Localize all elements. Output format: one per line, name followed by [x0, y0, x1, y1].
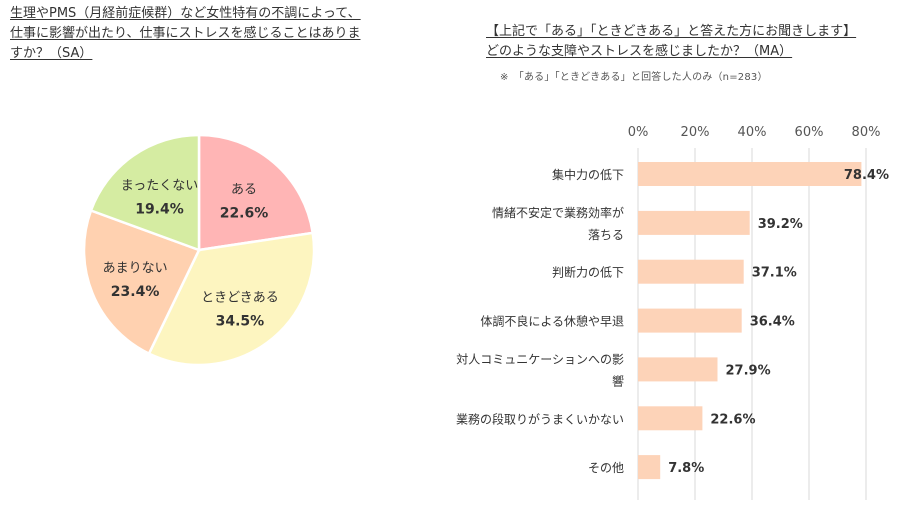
right-question-line1: 【上記で「ある」「ときどきある」と答えた方にお聞きします】: [486, 24, 857, 39]
bar-3: [638, 259, 744, 284]
category-label: 判断力の低下: [552, 265, 624, 280]
bar-4: [638, 308, 742, 333]
bar-value-label: 27.9%: [726, 363, 771, 378]
pie-slice-4: [89, 133, 201, 252]
bar-6: [638, 406, 703, 431]
bar-5: [638, 357, 718, 382]
pie-slice-value: 22.6%: [220, 206, 269, 222]
bar-value-label: 37.1%: [752, 266, 797, 281]
bar-value-label: 22.6%: [710, 412, 755, 427]
pie-slice-value: 23.4%: [111, 284, 160, 300]
category-label: 業務の段取りがうまくいかない: [456, 411, 624, 426]
category-label: その他: [588, 461, 624, 475]
bar-value-label: 39.2%: [758, 217, 803, 232]
pie-chart: ある 22.6% ときどきある 34.5% あまりない 23.4% まったくない 19.4%: [82, 133, 316, 367]
left-question-line3: すか？（SA）: [10, 46, 93, 61]
right-question-title: 【上記で「ある」「ときどきある」と答えた方にお聞きします】 どのような支障やスト…: [486, 22, 896, 62]
pie-slice-label: あまりない: [103, 261, 168, 276]
pie-slice-2: [147, 231, 316, 367]
right-question-line2: どのような支障やストレスを感じましたか？（MA）: [486, 44, 793, 59]
category-label: 集中力の低下: [552, 167, 624, 182]
bar-7: [638, 455, 661, 480]
bar-value-label: 7.8%: [668, 461, 704, 476]
category-label: 体調不良による休憩や早退: [480, 314, 624, 329]
x-tick-label: 60%: [795, 125, 824, 140]
left-question-title: 生理やPMS（月経前症候群）など女性特有の不調によって、 仕事に影響が出たり、仕…: [10, 4, 390, 64]
pie-slice-1: [197, 133, 315, 252]
bar-value-label: 36.4%: [750, 315, 795, 330]
left-question-line2: 仕事に影響が出たり、仕事にストレスを感じることはありま: [10, 26, 361, 41]
pie-slice-3: [82, 208, 201, 356]
x-tick-label: 20%: [681, 125, 710, 140]
pie-slice-value: 34.5%: [216, 314, 265, 330]
category-label: 情緒不安定で業務効率が: [492, 205, 624, 220]
pie-slice-label: ある: [231, 183, 257, 198]
bar-2: [638, 210, 750, 235]
x-tick-label: 40%: [738, 125, 767, 140]
bar-1: [638, 162, 862, 186]
pie-slice-label: まったくない: [121, 178, 198, 193]
respondent-note: ※ 「ある」「ときどきある」と回答した人のみ（n=283）: [500, 72, 768, 83]
x-tick-label: 80%: [852, 125, 881, 140]
pie-slice-label: ときどきある: [201, 291, 279, 306]
category-label: 響: [612, 373, 624, 388]
category-label: 落ちる: [588, 228, 624, 242]
pie-slice-value: 19.4%: [135, 201, 184, 217]
category-label: 対人コミュニケーションへの影: [456, 352, 624, 366]
bar-chart: 0% 20% 40% 60% 80% 78.4% 集中力の低下 39.2% 情緒不安定で業務効率…: [456, 125, 889, 500]
left-question-line1: 生理やPMS（月経前症候群）など女性特有の不調によって、: [10, 6, 361, 21]
bar-value-label: 78.4%: [844, 168, 889, 183]
x-tick-label: 0%: [628, 125, 649, 140]
